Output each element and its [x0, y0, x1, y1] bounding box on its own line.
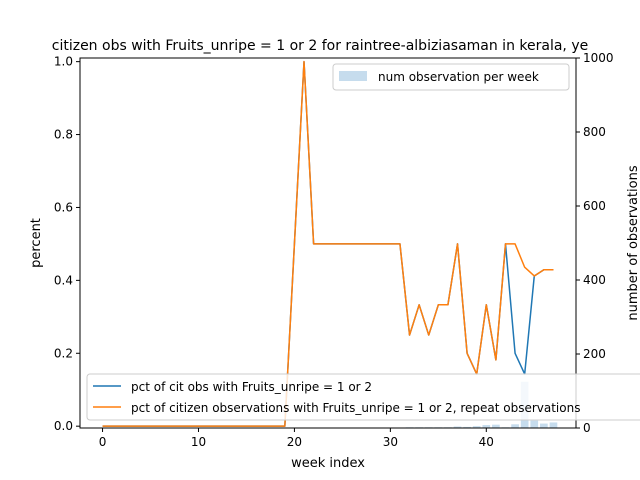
y-axis-left: 0.0 0.2 0.4 0.6 0.8 1.0	[54, 55, 80, 433]
x-axis: 0 10 20 30 40	[99, 428, 494, 449]
y-tick-label: 0.4	[54, 273, 73, 287]
chart-title: citizen obs with Fruits_unripe = 1 or 2 …	[52, 38, 588, 54]
x-tick-label: 20	[287, 435, 302, 449]
legend-label-bars: num observation per week	[378, 70, 539, 84]
y2-tick-label: 600	[583, 199, 606, 213]
legend-box	[86, 373, 640, 421]
bar	[511, 424, 519, 428]
y2-axis-label: number of observations	[626, 165, 640, 320]
y2-tick-label: 800	[583, 125, 606, 139]
x-axis-label: week index	[291, 456, 365, 471]
series-line-2	[102, 60, 554, 427]
y-tick-label: 0.6	[54, 200, 73, 214]
bar	[463, 426, 471, 428]
legend-label-series-2: pct of citizen observations with Fruits_…	[131, 401, 580, 415]
bar	[472, 426, 481, 428]
y-tick-label: 0.8	[54, 128, 73, 142]
y2-tick-label: 1000	[583, 51, 614, 65]
y-axis-label: percent	[29, 218, 44, 268]
bar	[530, 420, 539, 428]
x-tick-label: 10	[191, 435, 206, 449]
x-tick-label: 40	[479, 435, 494, 449]
y2-tick-label: 0	[583, 421, 591, 435]
legend-lower-left: pct of cit obs with Fruits_unripe = 1 or…	[86, 373, 640, 421]
bar	[453, 426, 462, 428]
bar	[540, 423, 548, 428]
bar	[482, 425, 491, 428]
x-tick-label: 30	[383, 435, 398, 449]
y-tick-label: 1.0	[54, 55, 73, 69]
y2-tick-label: 400	[583, 273, 606, 287]
legend-upper-right: num observation per week	[332, 63, 570, 91]
x-tick-label: 0	[99, 435, 107, 449]
legend-label-series-1: pct of cit obs with Fruits_unripe = 1 or…	[131, 380, 372, 394]
y-tick-label: 0.0	[54, 419, 73, 433]
line-layer	[102, 60, 554, 427]
legend-box	[332, 63, 570, 91]
legend-swatch-bars	[339, 71, 367, 81]
bar	[549, 422, 558, 428]
plot-frame	[79, 57, 577, 429]
y-axis-right: 0 200 400 600 800 1000	[576, 51, 614, 435]
y-tick-label: 0.2	[54, 346, 73, 360]
y2-tick-label: 200	[583, 347, 606, 361]
bar	[492, 424, 500, 428]
